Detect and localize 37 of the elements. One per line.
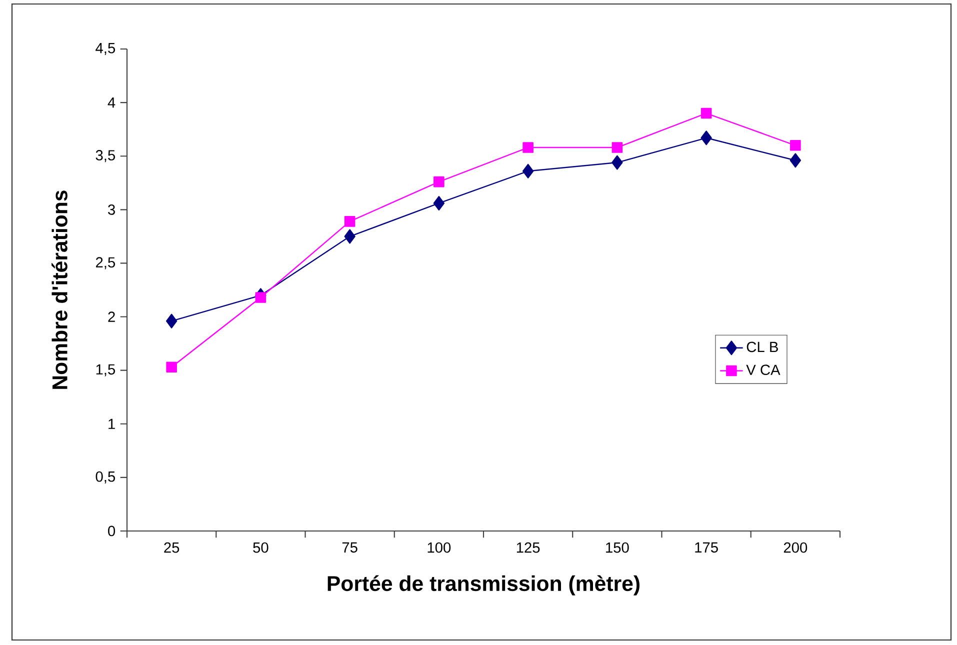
point: [255, 292, 266, 303]
point: [166, 314, 178, 328]
legend-label: V CA: [746, 364, 780, 376]
x-axis-title: Portée de transmission (mètre): [328, 575, 640, 596]
point: [166, 362, 177, 373]
point: [700, 130, 712, 146]
x-tick-label: 50: [253, 542, 268, 553]
x-tick-label: 150: [606, 542, 629, 553]
legend-label: CL B: [746, 342, 778, 352]
x-tick-label: 125: [516, 542, 540, 553]
y-tick-label: 2,5: [96, 257, 115, 270]
point: [522, 142, 534, 153]
point: [790, 140, 801, 151]
x-tick-label: 75: [342, 542, 358, 553]
point: [700, 108, 712, 119]
point: [612, 155, 623, 170]
x-tick-label: 200: [784, 542, 808, 553]
y-tick-label: 4,5: [96, 43, 115, 55]
y-tick-label: 1: [108, 418, 115, 429]
y-tick-label: 3: [108, 204, 115, 215]
point: [434, 176, 444, 188]
y-tick-label: 3,5: [96, 150, 115, 162]
x-tick-label: 100: [428, 542, 451, 553]
y-tick-label: 1,5: [96, 364, 115, 376]
y-tick-label: 0,5: [96, 471, 115, 484]
point: [433, 196, 445, 210]
y-tick-label: 0: [108, 526, 116, 536]
y-axis-title: Nombre d'itérations: [52, 190, 68, 389]
x-tick-label: 25: [164, 542, 180, 553]
point: [344, 229, 356, 244]
point: [522, 164, 534, 178]
y-tick-label: 4: [108, 98, 116, 108]
point: [612, 142, 623, 153]
y-tick-label: 2: [108, 312, 115, 322]
x-tick-label: 175: [695, 542, 718, 553]
point: [790, 153, 802, 168]
point: [344, 216, 356, 227]
